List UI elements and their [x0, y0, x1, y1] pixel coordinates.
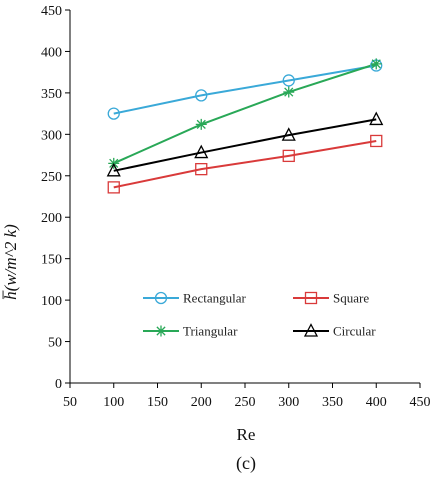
y-tick-label: 50 — [48, 336, 62, 351]
y-tick-label: 100 — [41, 294, 62, 309]
data-point-square — [107, 181, 120, 194]
x-tick-label: 250 — [235, 395, 256, 410]
data-point-circular — [369, 111, 384, 126]
series-line-circular — [113, 118, 377, 172]
x-tick-label: 100 — [103, 395, 124, 410]
data-point-square — [195, 162, 208, 176]
x-tick-label: 300 — [278, 395, 299, 410]
data-point-triangular — [283, 86, 295, 98]
y-tick-label: 150 — [41, 253, 62, 268]
axes — [65, 9, 421, 388]
x-tick-label: 400 — [366, 395, 387, 410]
data-point-square — [282, 149, 295, 163]
y-tick-label: 200 — [41, 211, 62, 226]
y-tick-label: 450 — [41, 4, 62, 19]
x-tick-label: 150 — [147, 395, 168, 410]
legend: Rectangular Square Triangular Circular — [143, 291, 376, 339]
legend-label-triangular: Triangular — [183, 324, 238, 339]
y-tick-label: 350 — [41, 87, 62, 102]
data-point-triangular — [195, 118, 207, 130]
data-point-circular — [194, 144, 209, 159]
series-line-square — [113, 139, 377, 189]
data-point-rectangular — [107, 107, 120, 120]
x-tick-label: 450 — [410, 395, 431, 410]
data-markers — [106, 58, 384, 194]
legend-marker-square — [304, 291, 318, 305]
y-tick-label: 0 — [55, 377, 62, 392]
series-lines — [113, 62, 377, 189]
data-point-rectangular — [195, 89, 208, 102]
figure-caption: (c) — [236, 453, 256, 474]
data-point-square — [370, 134, 383, 148]
legend-marker-circular — [303, 323, 319, 337]
x-tick-label: 50 — [63, 395, 77, 410]
legend-label-rectangular: Rectangular — [183, 291, 246, 306]
data-point-circular — [106, 162, 121, 177]
series-line-triangular — [113, 62, 377, 165]
data-point-circular — [281, 127, 296, 141]
x-tick-label: 350 — [322, 395, 343, 410]
y-tick-label: 400 — [41, 45, 62, 60]
y-tick-label: 300 — [41, 128, 62, 143]
legend-label-circular: Circular — [333, 324, 376, 339]
series-line-rectangular — [113, 64, 377, 115]
x-axis-label: Re — [237, 425, 256, 444]
data-point-triangular — [370, 58, 382, 70]
x-tick-label: 200 — [191, 395, 212, 410]
y-axis-label: h̅(w/m^2 k) — [1, 224, 20, 300]
legend-marker-rectangular — [154, 291, 168, 305]
y-tick-label: 250 — [41, 170, 62, 185]
legend-marker-triangular — [155, 325, 167, 337]
data-point-rectangular — [282, 74, 295, 87]
legend-label-square: Square — [333, 291, 369, 306]
